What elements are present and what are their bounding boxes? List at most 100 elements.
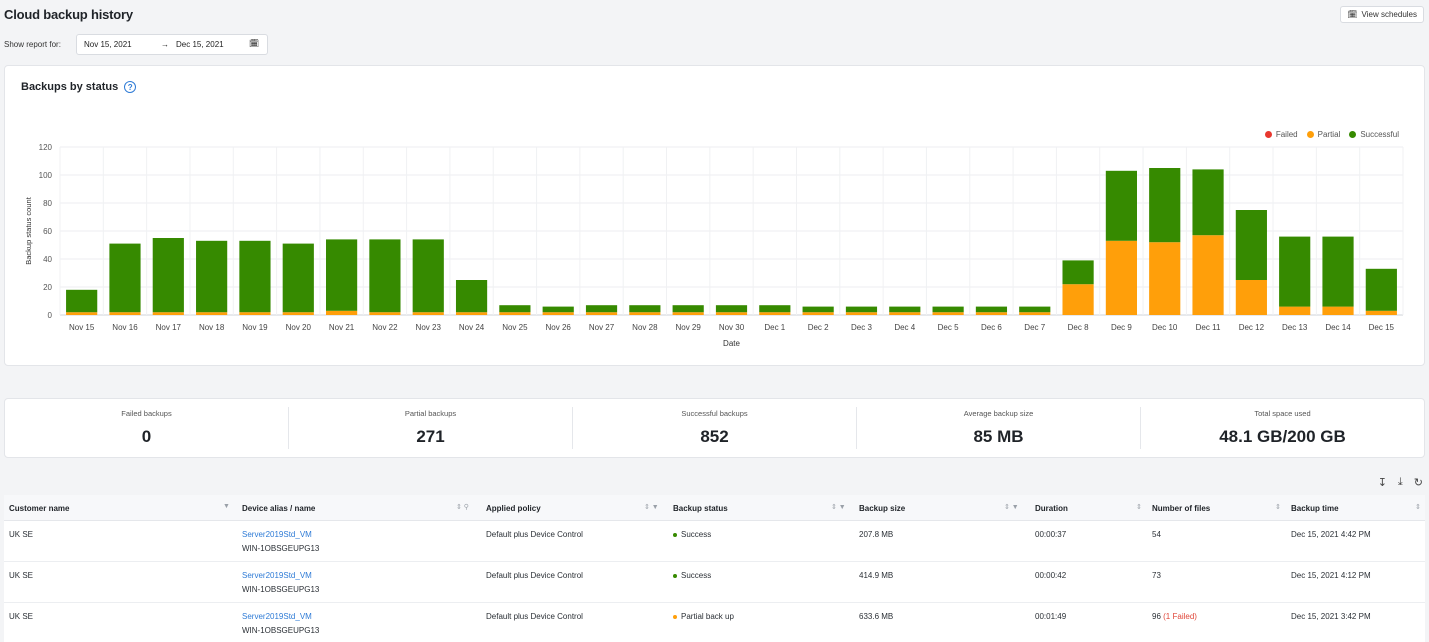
bar-successful	[152, 238, 184, 313]
bar-partial	[282, 312, 314, 315]
bar-partial	[1279, 306, 1311, 315]
report-label: Show report for:	[4, 40, 61, 49]
stat-average-size: Average backup size 85 MB	[857, 407, 1141, 449]
range-end[interactable]: Dec 15, 2021	[176, 40, 224, 49]
bar-successful	[1322, 236, 1354, 307]
sort-filter-icon[interactable]: ⇕ ▼	[831, 504, 846, 511]
cell-customer: UK SE	[9, 571, 34, 580]
status-dot-icon	[673, 614, 677, 619]
cell-status: Partial back up	[673, 612, 734, 621]
bar-partial	[369, 312, 401, 315]
bar-successful	[1062, 260, 1094, 285]
bar-successful	[499, 305, 531, 313]
col-duration[interactable]: Duration	[1035, 504, 1068, 513]
cell-device-alias[interactable]: Server2019Std_VM	[242, 571, 312, 580]
range-start[interactable]: Nov 15, 2021	[84, 40, 132, 49]
legend-label: Failed	[1275, 130, 1298, 139]
x-tick-label: Dec 11	[1196, 323, 1221, 332]
cell-status: Success	[673, 530, 711, 539]
stat-label: Average backup size	[963, 409, 1034, 418]
status-text: Success	[681, 571, 712, 580]
y-tick-label: 0	[48, 311, 53, 320]
x-tick-label: Nov 21	[329, 323, 355, 332]
cell-device-alias[interactable]: Server2019Std_VM	[242, 612, 312, 621]
sort-icon[interactable]: ⇕	[1136, 504, 1142, 511]
status-dot-icon	[673, 532, 677, 537]
x-tick-label: Dec 9	[1111, 323, 1132, 332]
chart-title-wrap: Backups by status ?	[21, 81, 137, 93]
table-row[interactable]: UK SE Server2019Std_VM WIN-1OBSGEUPG13 D…	[4, 603, 1425, 642]
bar-successful	[542, 306, 574, 313]
bar-partial	[889, 312, 921, 315]
help-icon[interactable]: ?	[124, 81, 137, 93]
files-count: 54	[1152, 530, 1161, 539]
bar-successful	[889, 306, 921, 313]
col-policy[interactable]: Applied policy	[486, 504, 541, 513]
col-files[interactable]: Number of files	[1152, 504, 1211, 513]
cell-files: 96 (1 Failed)	[1152, 612, 1197, 621]
x-tick-label: Dec 3	[851, 323, 872, 332]
bar-partial	[239, 312, 271, 315]
legend-dot-icon	[1306, 131, 1314, 138]
legend-item-failed[interactable]: Failed	[1264, 130, 1298, 139]
sort-search-icon[interactable]: ⇕ ⚲	[456, 504, 469, 511]
cell-duration: 00:00:42	[1035, 571, 1067, 580]
legend-dot-icon	[1264, 131, 1272, 138]
y-tick-label: 120	[39, 143, 53, 152]
sort-filter-icon[interactable]: ⇕ ▼	[644, 504, 659, 511]
col-status[interactable]: Backup status	[673, 504, 728, 513]
sort-icon[interactable]: ⇕	[1275, 504, 1281, 511]
bar-successful	[326, 239, 358, 311]
status-text: Success	[681, 530, 712, 539]
bar-partial	[1365, 310, 1397, 315]
table-row[interactable]: UK SE Server2019Std_VM WIN-1OBSGEUPG13 D…	[4, 521, 1425, 562]
cell-policy: Default plus Device Control	[486, 530, 583, 539]
files-count: 73	[1152, 571, 1161, 580]
bar-successful	[1192, 169, 1224, 236]
legend-item-successful[interactable]: Successful	[1349, 130, 1399, 139]
table-header: Customer name ▼ Device alias / name ⇕ ⚲ …	[4, 495, 1425, 521]
cell-time: Dec 15, 2021 4:42 PM	[1291, 530, 1371, 539]
download-icon[interactable]: ⤓	[1397, 476, 1403, 488]
filter-icon[interactable]: ▼	[223, 503, 230, 510]
col-size[interactable]: Backup size	[859, 504, 906, 513]
calendar-icon[interactable]: 🗓	[249, 39, 260, 48]
bar-partial	[802, 312, 834, 315]
bar-partial	[326, 310, 358, 315]
bar-partial	[759, 312, 791, 315]
sort-filter-icon[interactable]: ⇕ ▼	[1004, 504, 1019, 511]
bar-partial	[629, 312, 661, 315]
x-tick-label: Dec 4	[894, 323, 915, 332]
col-time[interactable]: Backup time	[1291, 504, 1339, 513]
bar-partial	[66, 312, 98, 315]
legend-item-partial[interactable]: Partial	[1306, 130, 1340, 139]
x-tick-label: Nov 30	[719, 323, 745, 332]
x-tick-label: Nov 26	[546, 323, 572, 332]
cell-policy: Default plus Device Control	[486, 571, 583, 580]
table-row[interactable]: UK SE Server2019Std_VM WIN-1OBSGEUPG13 D…	[4, 562, 1425, 603]
x-tick-label: Dec 14	[1325, 323, 1351, 332]
cell-files: 54	[1152, 530, 1161, 539]
sort-icon[interactable]: ⇕	[1415, 504, 1421, 511]
cell-device-alias[interactable]: Server2019Std_VM	[242, 530, 312, 539]
y-axis-label: Backup status count	[24, 196, 33, 264]
bar-successful	[196, 240, 228, 313]
bar-partial	[196, 312, 228, 315]
date-range-picker[interactable]: Nov 15, 2021 → Dec 15, 2021 🗓	[76, 34, 268, 55]
refresh-icon[interactable]: ↻	[1413, 477, 1423, 489]
view-schedules-label: View schedules	[1361, 10, 1417, 19]
view-schedules-button[interactable]: 🗓 View schedules	[1340, 6, 1424, 23]
column-height-icon[interactable]: ↧	[1377, 477, 1387, 489]
y-tick-label: 100	[39, 171, 53, 180]
x-tick-label: Nov 15	[69, 323, 95, 332]
bar-successful	[845, 306, 878, 313]
col-device[interactable]: Device alias / name	[242, 504, 316, 513]
x-tick-label: Dec 13	[1282, 323, 1308, 332]
chart-card: Backups by status ? Failed Partial Success…	[4, 65, 1425, 366]
col-customer[interactable]: Customer name	[9, 504, 70, 513]
y-tick-label: 20	[43, 283, 52, 292]
bar-successful	[585, 305, 618, 313]
bar-successful	[802, 306, 834, 313]
status-text: Partial back up	[681, 612, 734, 621]
bar-successful	[412, 239, 444, 313]
